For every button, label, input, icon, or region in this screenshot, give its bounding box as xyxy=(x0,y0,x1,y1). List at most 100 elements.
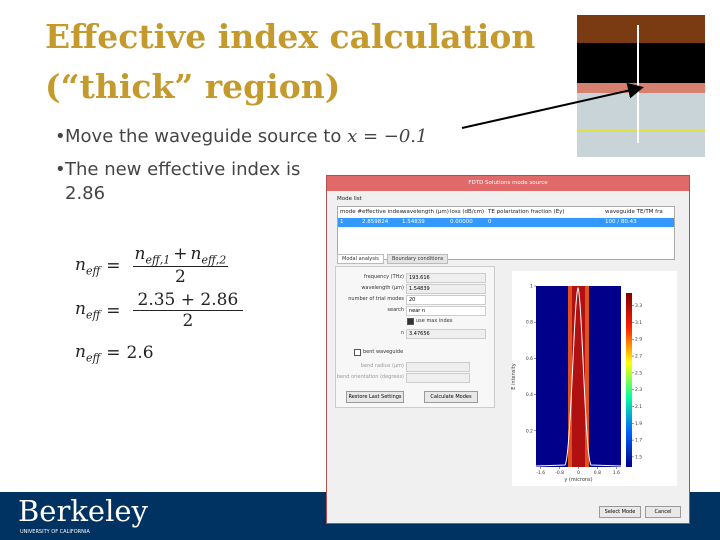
panel: frequency (THz) 193.616 wavelength (µm) 1.5… xyxy=(335,266,495,408)
colorbar-tick-label: 1.7 xyxy=(635,438,642,444)
denominator: 2 xyxy=(182,311,194,331)
colorbar-tick-label: 1.5 xyxy=(635,454,642,460)
dialog: FDTD Solutions mode source Mode list mod… xyxy=(326,175,690,524)
field-value xyxy=(406,373,470,383)
math-var: neff xyxy=(75,255,100,277)
y-tick-label: 0.6 xyxy=(526,356,533,362)
equation: neff = neff,1 + neff,2 2 xyxy=(75,244,229,288)
bullet-math: x = −0.1 xyxy=(347,126,428,147)
table-cell: 100 / 80.43 xyxy=(605,219,637,225)
field-value: near n xyxy=(406,306,486,316)
denominator: 2 xyxy=(174,267,186,288)
numerator: neff,1 + neff,2 xyxy=(132,244,229,268)
column-header: mode # xyxy=(340,209,362,215)
y-tick-label: 0.4 xyxy=(526,392,533,398)
checkbox[interactable] xyxy=(407,318,414,325)
simulation-image xyxy=(577,15,705,157)
bullet: The new effective index is 2.86 xyxy=(55,158,315,206)
bullet: Move the waveguide source to x = −0.1 xyxy=(55,126,428,147)
x-tick-label: 1.6 xyxy=(613,470,620,476)
column-header: effective index xyxy=(362,209,403,215)
table-cell: 2.859824 xyxy=(362,219,389,225)
field-label: search xyxy=(387,307,404,313)
numerator: 2.35 + 2.86 xyxy=(132,290,244,311)
field-value: 3.47656 xyxy=(406,329,486,339)
math-base: n xyxy=(75,254,86,275)
column-header: waveguide TE/TM fra xyxy=(605,209,663,215)
y-tick-label: 0.8 xyxy=(526,320,533,326)
math-sub: eff xyxy=(85,263,101,277)
field-label: number of trial modes xyxy=(348,296,404,302)
checkbox-label: bent waveguide xyxy=(363,349,404,355)
field-value: 193.616 xyxy=(406,273,486,283)
colorbar-tick-label: 2.3 xyxy=(635,387,642,393)
math-sub: eff,2 xyxy=(201,253,227,267)
table-cell: 0 xyxy=(488,219,492,225)
field-label: frequency (THz) xyxy=(363,274,404,280)
button[interactable]: Restore Last Settings xyxy=(346,391,404,403)
mode-plot: 1 0.8 0.6 0.4 0.2 -1.6 -0.8 0 0.8 1.6 3.3 3.1 2.9 2.7… xyxy=(511,284,642,484)
colorbar-tick-label: 2.9 xyxy=(635,337,642,343)
button[interactable]: Cancel xyxy=(645,506,681,518)
field-value: 20 xyxy=(406,295,486,305)
math-sub: eff xyxy=(85,308,101,322)
button[interactable]: Calculate Modes xyxy=(424,391,478,403)
equals: = xyxy=(106,255,121,276)
colorbar-tick-label: 2.5 xyxy=(635,370,642,376)
equals: = xyxy=(106,300,121,321)
math-base: n xyxy=(75,342,86,362)
x-axis-label: y (microns) xyxy=(564,477,592,483)
x-tick-label: -0.8 xyxy=(555,470,564,476)
result: 2.6 xyxy=(126,343,154,364)
column-header: loss (dB/cm) xyxy=(450,209,485,215)
equation: neff = 2.35 + 2.86 2 xyxy=(75,290,244,331)
title-line: (“thick” region) xyxy=(45,67,341,106)
math-var: neff,2 xyxy=(190,244,227,267)
colorbar-tick-label: 1.9 xyxy=(635,421,642,427)
tab[interactable]: Boundary conditions xyxy=(387,254,449,264)
math-base: n xyxy=(134,244,146,264)
field-label: n xyxy=(400,330,404,336)
field-label: wavelength (µm) xyxy=(361,285,404,291)
math-base: n xyxy=(75,299,86,320)
x-tick-label: -1.6 xyxy=(536,470,545,476)
checkbox[interactable] xyxy=(354,349,361,356)
button[interactable]: Select Mode xyxy=(599,506,641,518)
field-label: bend radius (µm) xyxy=(360,363,404,369)
dialog-title: FDTD Solutions mode source xyxy=(468,180,548,186)
equation: neff = 2.6 xyxy=(75,342,154,364)
table-cell: 1 xyxy=(340,219,344,225)
tagline: UNIVERSITY OF CALIFORNIA xyxy=(20,529,90,535)
math-text: 2.35 + 2.86 xyxy=(137,290,239,310)
table-row: 1 2.859824 1.54839 0.00000 0 100 / 80.43 xyxy=(338,218,674,227)
y-axis-label: E intensity xyxy=(511,363,517,389)
tab[interactable]: Modal analysis xyxy=(337,254,384,264)
math-var: neff,1 xyxy=(134,244,171,267)
colorbar-tick-label: 2.1 xyxy=(635,404,642,410)
y-tick-label: 1 xyxy=(530,284,533,290)
fraction: neff,1 + neff,2 2 xyxy=(132,244,229,288)
table-cell: 1.54839 xyxy=(402,219,425,225)
colorbar-tick-label: 3.3 xyxy=(635,303,642,309)
y-tick-label: 0.2 xyxy=(526,428,533,434)
math-var: neff xyxy=(75,299,100,321)
math-sub: eff xyxy=(85,351,101,365)
equals: = xyxy=(106,343,121,364)
math-var: neff xyxy=(75,342,100,364)
logo: Berkeley xyxy=(18,494,148,528)
arrow xyxy=(461,82,644,129)
bullet-text: Move the waveguide source to xyxy=(65,126,342,147)
x-tick-label: 0.8 xyxy=(594,470,601,476)
mode-table: mode # effective index wavelength (µm) loss… xyxy=(337,206,675,260)
math-sub: eff,1 xyxy=(145,253,171,267)
checkbox-label: use max index xyxy=(416,318,453,324)
math-text: + xyxy=(173,244,188,264)
table-cell: 0.00000 xyxy=(450,219,473,225)
column-header: TE polarization fraction (Ey) xyxy=(488,209,565,215)
colorbar-tick-label: 2.7 xyxy=(635,354,642,360)
math-base: n xyxy=(190,244,202,264)
fraction: 2.35 + 2.86 2 xyxy=(132,290,244,331)
field-label: bend orientation (degrees) xyxy=(336,374,404,380)
group-label: Mode list xyxy=(337,196,362,202)
